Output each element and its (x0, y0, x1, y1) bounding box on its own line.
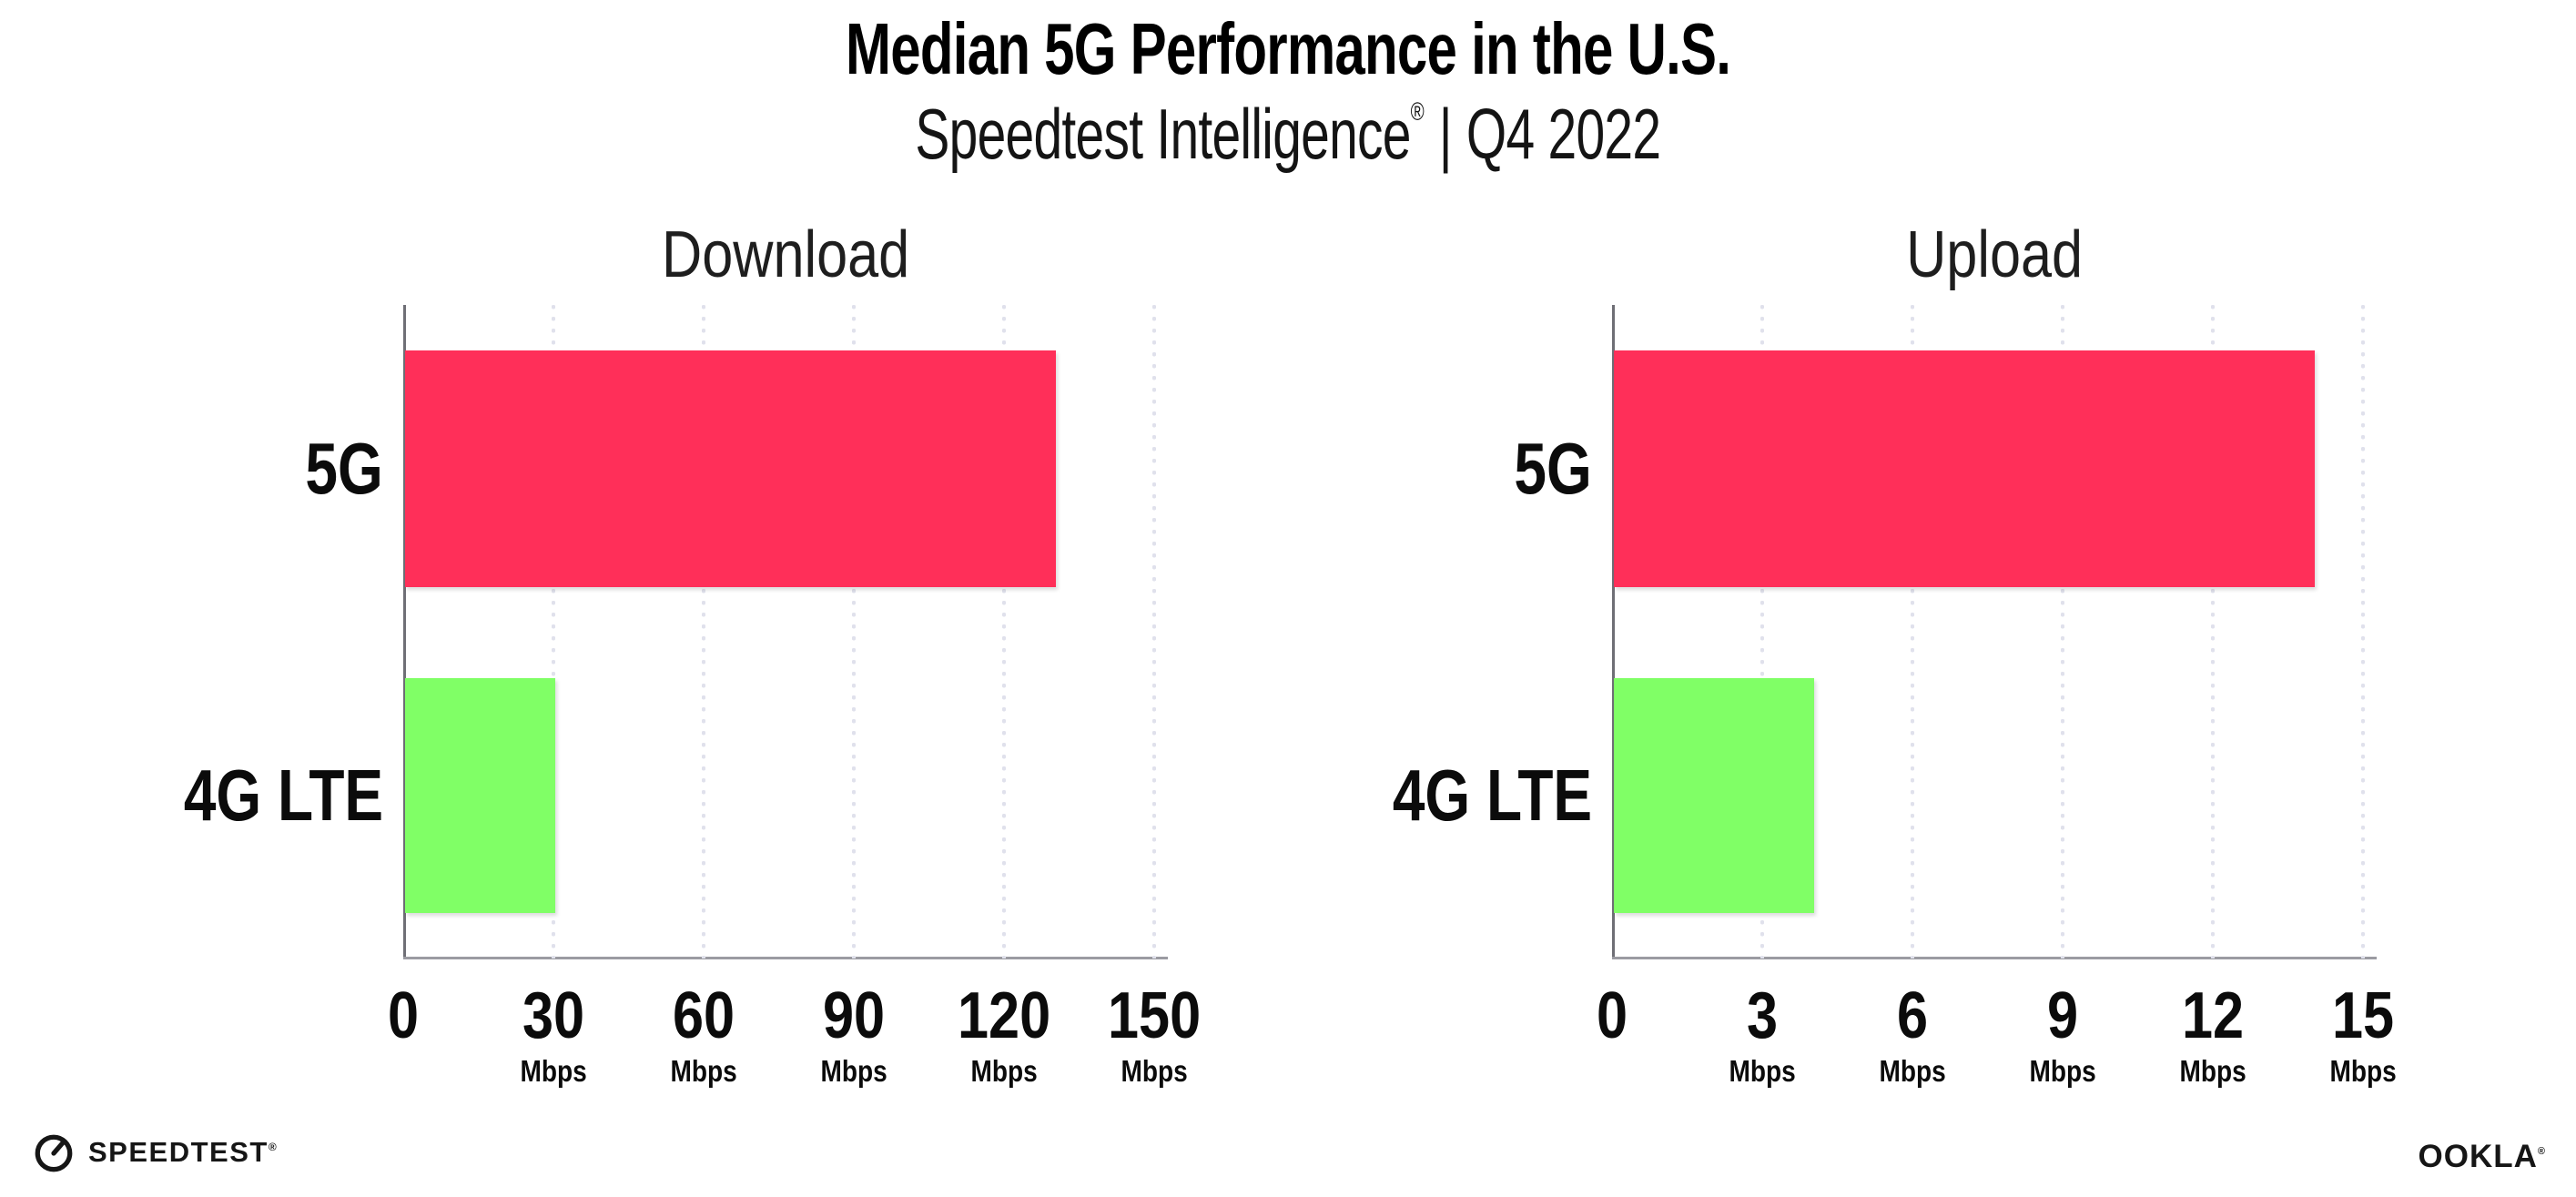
bar-4g-lte (405, 678, 555, 913)
gridline (1760, 305, 1764, 959)
category-label-4g-lte: 4G LTE (183, 755, 383, 836)
ookla-registered-mark: ® (2537, 1146, 2545, 1157)
x-tick-60: 60 Mbps (670, 979, 737, 1088)
gridline (852, 305, 856, 959)
subtitle-separator: | (1438, 94, 1453, 174)
x-tick-90: 90 Mbps (820, 979, 887, 1088)
x-tick-6: 6 Mbps (1879, 979, 1946, 1088)
x-tick-0: 0 (1596, 979, 1628, 1052)
speedtest-gauge-icon (35, 1134, 73, 1172)
speedtest-logo: SPEEDTEST® (33, 1131, 277, 1173)
x-tick-0: 0 (387, 979, 420, 1052)
x-tick-120: 120 Mbps (957, 979, 1051, 1088)
x-axis (403, 957, 1168, 959)
subtitle-brand: Speedtest Intelligence (915, 94, 1412, 174)
ookla-wordmark: OOKLA (2418, 1139, 2538, 1174)
category-label-5g: 5G (305, 428, 383, 509)
y-axis (1612, 305, 1615, 959)
x-tick-3: 3 Mbps (1729, 979, 1796, 1088)
gridline (1152, 305, 1156, 959)
speedtest-wordmark: SPEEDTEST® (88, 1136, 277, 1168)
category-label-4g-lte: 4G LTE (1392, 755, 1592, 836)
download-chart-title: Download (661, 218, 910, 291)
registered-mark: ® (1410, 97, 1425, 126)
gridline (702, 305, 705, 959)
bar-4g-lte (1614, 678, 1814, 913)
page-title: Median 5G Performance in the U.S. (0, 7, 2576, 91)
speedtest-registered-mark: ® (268, 1141, 277, 1153)
gridline (2361, 305, 2365, 959)
gridline (1911, 305, 1914, 959)
page-title-text: Median 5G Performance in the U.S. (845, 8, 1731, 89)
x-tick-150: 150 Mbps (1107, 979, 1202, 1088)
x-axis (1612, 957, 2377, 959)
bar-5g (1614, 350, 2315, 587)
gridline (2061, 305, 2064, 959)
category-label-5g: 5G (1514, 428, 1592, 509)
gridline (2211, 305, 2215, 959)
x-tick-12: 12 Mbps (2179, 979, 2246, 1088)
gridline (552, 305, 555, 959)
page-subtitle-text: Speedtest Intelligence® | Q4 2022 (915, 93, 1662, 176)
subtitle-period: Q4 2022 (1466, 94, 1661, 174)
download-chart-plot: Download 5G 4G LTE 0 30 Mbps 60 Mbps 90 Mbps 120 M… (184, 218, 1201, 1088)
upload-chart-plot: Upload 5G 4G LTE 0 3 Mbps 6 Mbps 9 Mbps 12 Mbps 15 M… (1393, 218, 2397, 1088)
ookla-logo: OOKLA® (2419, 1139, 2546, 1175)
page-subtitle: Speedtest Intelligence® | Q4 2022 (0, 93, 2576, 176)
upload-chart-title: Upload (1906, 218, 2083, 291)
gridline (1002, 305, 1006, 959)
bar-5g (405, 350, 1056, 587)
x-tick-30: 30 Mbps (520, 979, 587, 1088)
x-tick-15: 15 Mbps (2329, 979, 2397, 1088)
y-axis (403, 305, 406, 959)
x-tick-9: 9 Mbps (2029, 979, 2096, 1088)
